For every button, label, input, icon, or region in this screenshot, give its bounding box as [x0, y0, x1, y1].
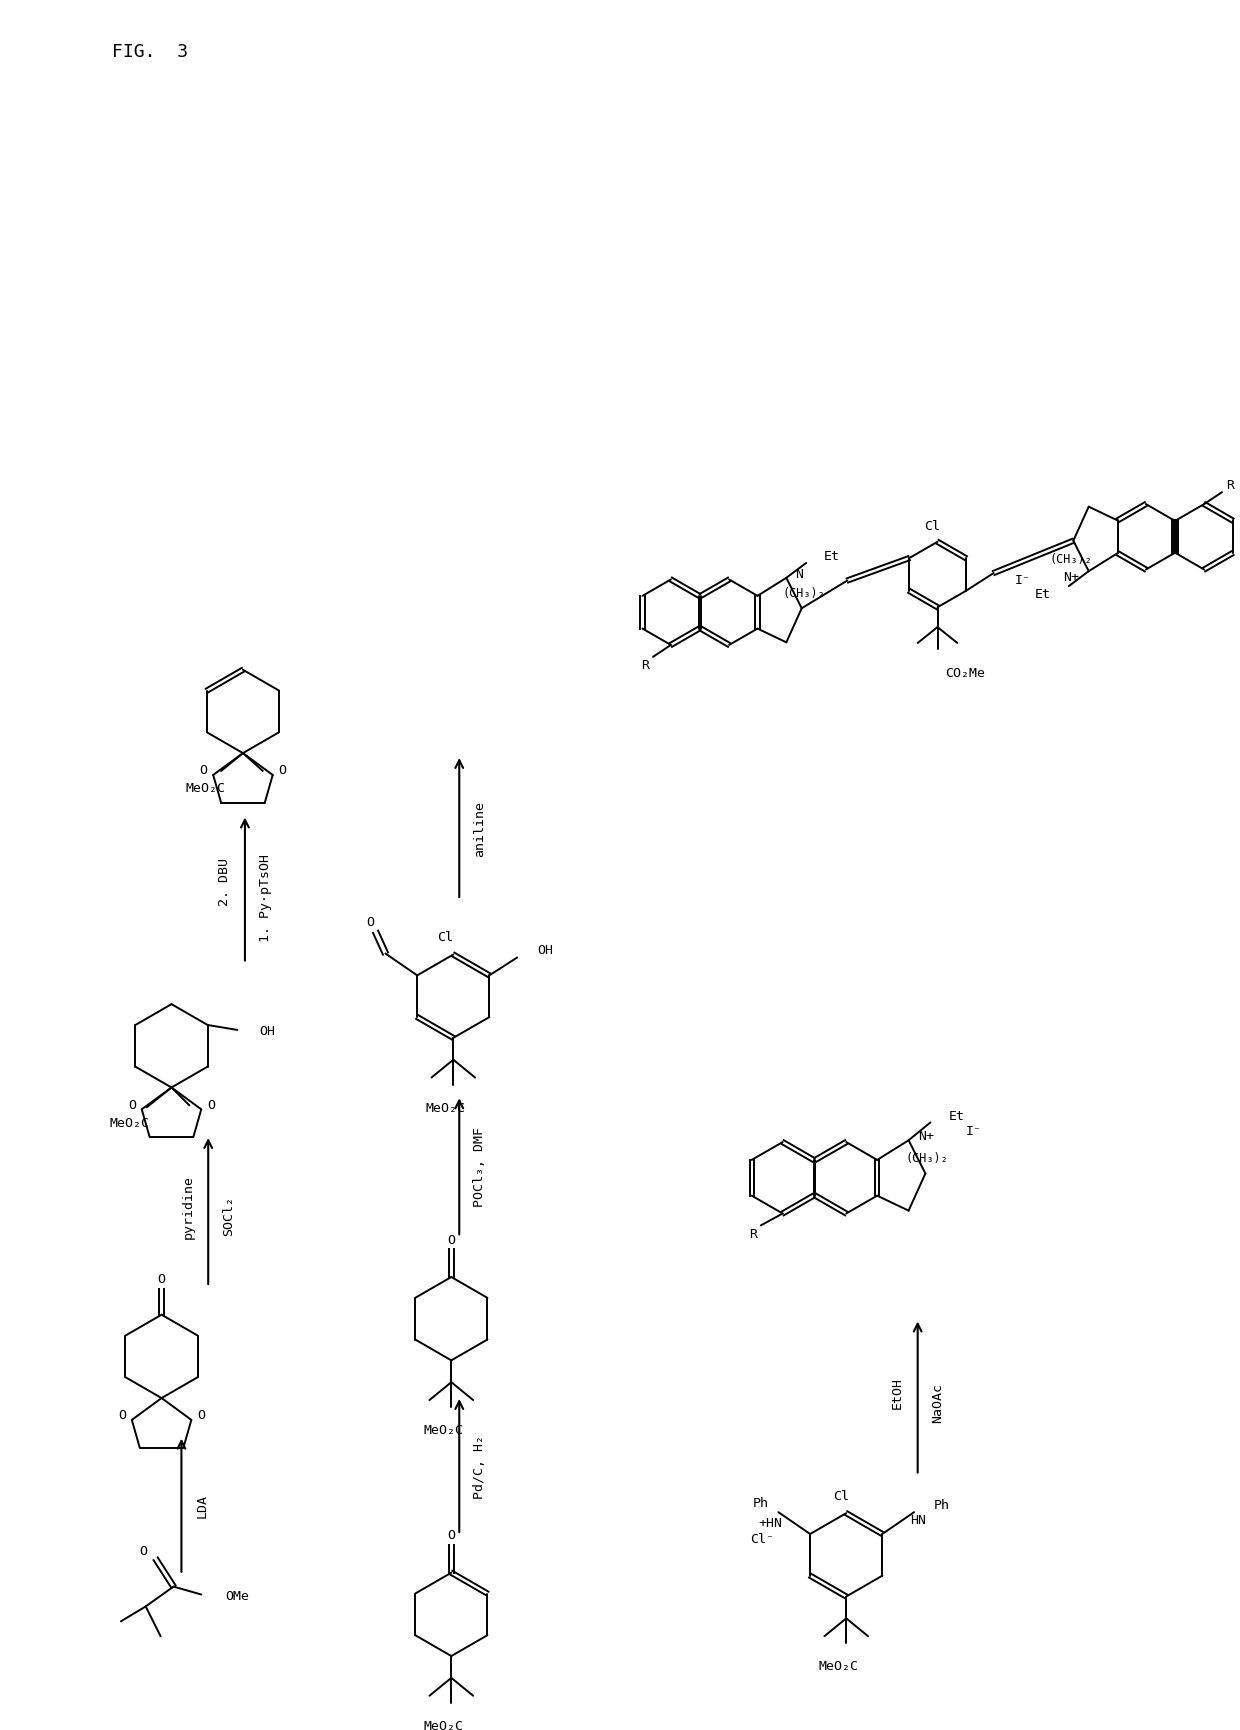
Text: O: O — [140, 1545, 148, 1557]
Text: MeO₂C: MeO₂C — [423, 1720, 464, 1730]
Text: +HN: +HN — [759, 1515, 782, 1529]
Text: MeO₂C: MeO₂C — [423, 1424, 464, 1436]
Text: Ph: Ph — [753, 1496, 769, 1509]
Text: OH: OH — [537, 943, 553, 957]
Text: O: O — [200, 765, 207, 777]
Text: R: R — [749, 1227, 756, 1240]
Text: N: N — [795, 567, 804, 581]
Text: Cl: Cl — [925, 521, 941, 533]
Text: Cl: Cl — [833, 1490, 849, 1502]
Text: N+: N+ — [919, 1130, 935, 1142]
Text: O: O — [448, 1529, 455, 1541]
Text: MeO₂C: MeO₂C — [425, 1102, 465, 1114]
Text: 2. DBU: 2. DBU — [218, 858, 231, 905]
Text: NaOAc: NaOAc — [931, 1382, 945, 1422]
Text: Ph: Ph — [934, 1498, 950, 1510]
Text: Pd/C, H₂: Pd/C, H₂ — [474, 1434, 486, 1498]
Text: Et: Et — [949, 1109, 965, 1123]
Text: Et: Et — [1035, 586, 1052, 600]
Text: Et: Et — [825, 550, 839, 564]
Text: O: O — [207, 1099, 216, 1111]
Text: POCl₃, DMF: POCl₃, DMF — [474, 1126, 486, 1206]
Text: O: O — [128, 1099, 136, 1111]
Text: MeO₂C: MeO₂C — [109, 1116, 150, 1130]
Text: I⁻: I⁻ — [1016, 573, 1032, 586]
Text: MeO₂C: MeO₂C — [818, 1659, 858, 1673]
Text: FIG.  3: FIG. 3 — [112, 43, 188, 61]
Text: O: O — [157, 1273, 166, 1285]
Text: O: O — [197, 1408, 206, 1422]
Text: EtOH: EtOH — [890, 1377, 904, 1408]
Text: HN: HN — [910, 1512, 926, 1526]
Text: LDA: LDA — [196, 1493, 208, 1517]
Text: Cl: Cl — [438, 931, 454, 943]
Text: aniline: aniline — [474, 799, 486, 856]
Text: OH: OH — [259, 1024, 275, 1038]
Text: O: O — [448, 1233, 455, 1246]
Text: OMe: OMe — [226, 1590, 249, 1602]
Text: R: R — [1226, 479, 1234, 491]
Text: Cl⁻: Cl⁻ — [750, 1533, 775, 1545]
Text: 1. Py·pTsOH: 1. Py·pTsOH — [259, 853, 272, 941]
Text: (CH₃)₂: (CH₃)₂ — [906, 1152, 949, 1164]
Text: CO₂Me: CO₂Me — [945, 666, 986, 680]
Text: O: O — [279, 765, 286, 777]
Text: pyridine: pyridine — [181, 1175, 195, 1239]
Text: R: R — [641, 659, 649, 671]
Text: (CH₃)₂: (CH₃)₂ — [782, 586, 825, 600]
Text: N+: N+ — [1063, 571, 1079, 583]
Text: I⁻: I⁻ — [966, 1124, 982, 1137]
Text: O: O — [367, 915, 374, 929]
Text: SOCl₂: SOCl₂ — [222, 1195, 236, 1235]
Text: MeO₂C: MeO₂C — [185, 782, 226, 794]
Text: (CH₃)₂: (CH₃)₂ — [1050, 554, 1092, 566]
Text: O: O — [118, 1408, 126, 1422]
